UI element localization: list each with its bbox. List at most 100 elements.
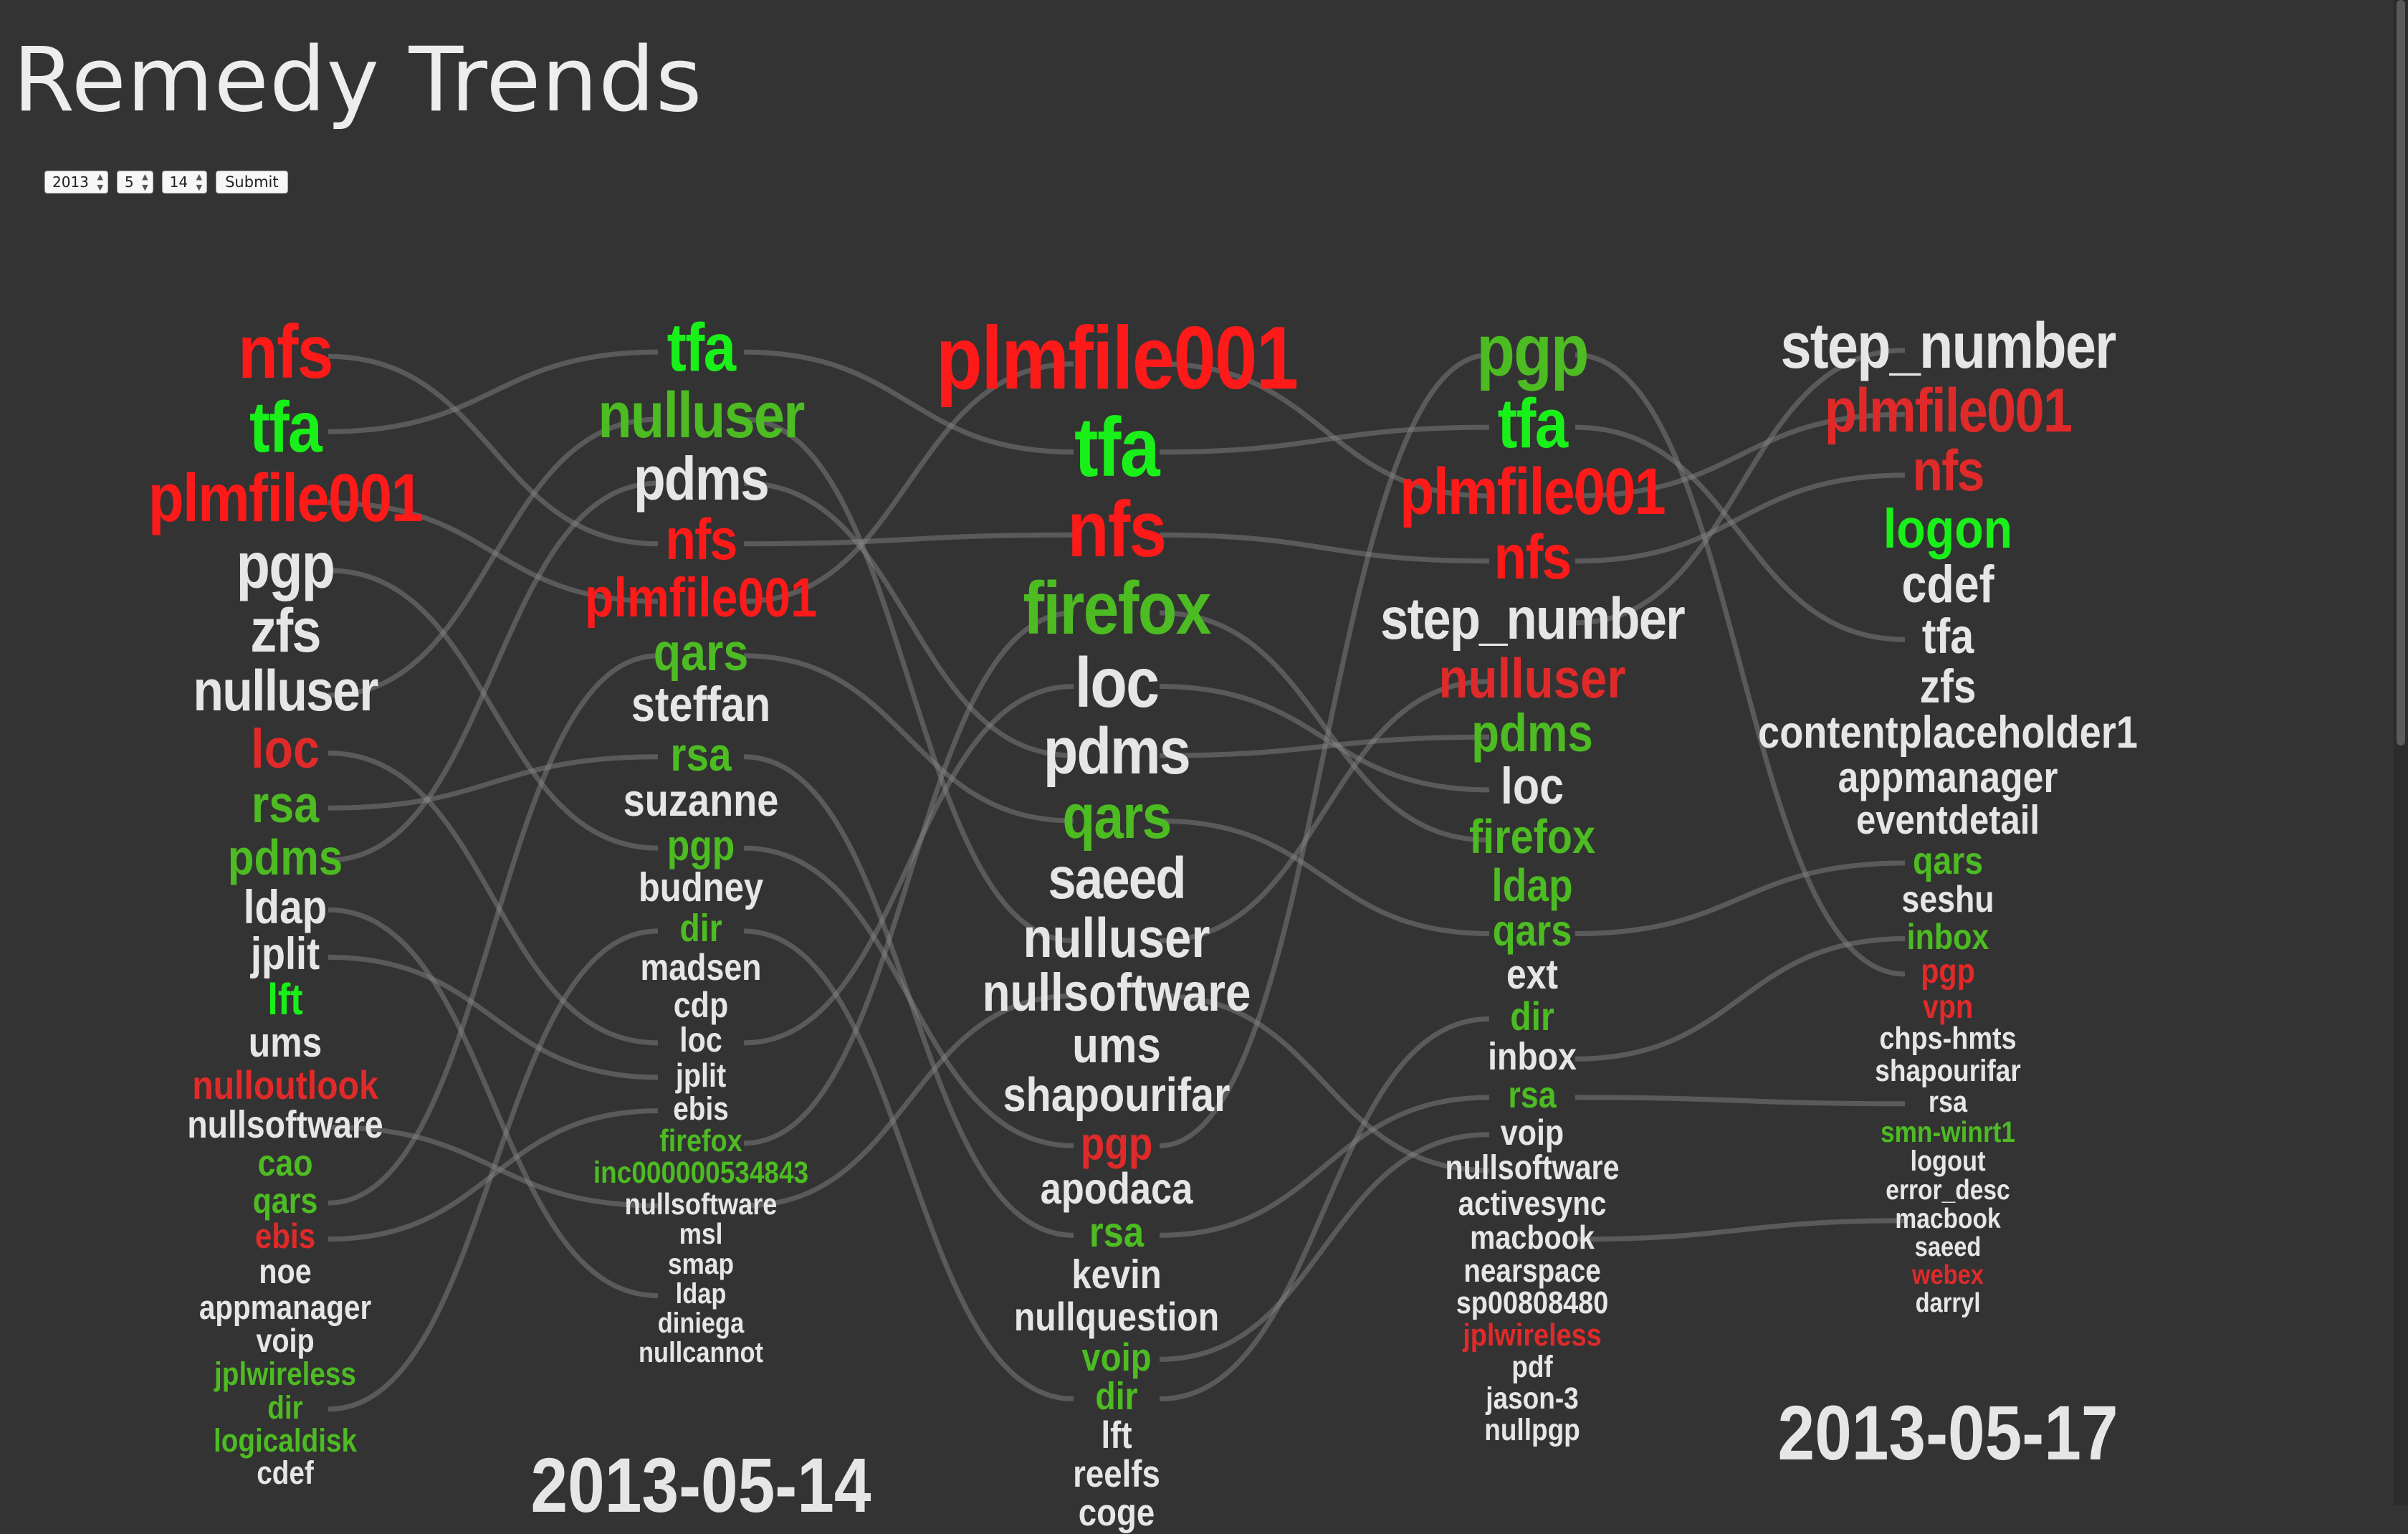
trend-term[interactable]: appmanager [1838, 753, 2058, 802]
trend-term[interactable]: nearspace [1463, 1252, 1601, 1289]
year-select[interactable]: 2013 ▲ ▼ [44, 171, 108, 194]
trend-term[interactable]: pdf [1511, 1349, 1553, 1384]
trend-term[interactable]: rsa [670, 727, 732, 781]
trend-term[interactable]: ldap [1491, 859, 1573, 911]
trend-term[interactable]: nfs [1494, 522, 1572, 592]
trend-term[interactable]: jplwireless [214, 1356, 356, 1393]
trend-term[interactable]: inbox [1906, 916, 1989, 957]
trend-term[interactable]: suzanne [623, 775, 779, 826]
trend-term[interactable]: qars [1492, 906, 1572, 956]
trend-term[interactable]: tfa [1074, 399, 1160, 494]
trend-term[interactable]: rsa [1508, 1074, 1557, 1116]
trend-term[interactable]: ebis [673, 1090, 729, 1128]
trend-term[interactable]: plmfile001 [1400, 455, 1666, 529]
trend-term[interactable]: inc000000534843 [593, 1155, 809, 1190]
trend-term[interactable]: nullquestion [1013, 1293, 1220, 1339]
trend-term[interactable]: cdef [1901, 555, 1994, 614]
trend-term[interactable]: ums [1072, 1017, 1161, 1074]
trend-term[interactable]: step_number [1780, 310, 2116, 382]
trend-term[interactable]: cao [257, 1143, 313, 1185]
trend-term[interactable]: dir [1095, 1375, 1138, 1419]
trend-term[interactable]: plmfile001 [1824, 376, 2073, 446]
trend-term[interactable]: lft [267, 975, 303, 1024]
trend-term[interactable]: eventdetail [1855, 796, 2040, 843]
trend-term[interactable]: nfs [1067, 485, 1167, 574]
trend-term[interactable]: nfs [1912, 439, 1984, 504]
trend-term[interactable]: rsa [1928, 1085, 1968, 1119]
trend-term[interactable]: plmfile001 [148, 460, 424, 537]
trend-term[interactable]: nullsoftware [1445, 1148, 1620, 1187]
trend-term[interactable]: inbox [1488, 1035, 1577, 1079]
trend-term[interactable]: qars [1912, 839, 1984, 882]
trend-term[interactable]: loc [251, 718, 320, 781]
trend-term[interactable]: tfa [249, 386, 322, 467]
submit-button[interactable]: Submit [216, 171, 288, 194]
trend-term[interactable]: plmfile001 [585, 566, 817, 629]
trend-term[interactable]: ums [248, 1019, 322, 1067]
trend-term[interactable]: apodaca [1040, 1163, 1193, 1213]
trend-term[interactable]: pgp [1921, 953, 1975, 991]
trend-term[interactable]: nullsoftware [187, 1103, 383, 1147]
trend-term[interactable]: jplit [250, 928, 320, 979]
trend-term[interactable]: pgp [236, 530, 335, 603]
trend-term[interactable]: macbook [1470, 1219, 1595, 1257]
trend-term[interactable]: pdms [1471, 703, 1593, 763]
trend-term[interactable]: shapourifar [1875, 1053, 2021, 1088]
trend-term[interactable]: smn-winrt1 [1880, 1115, 2016, 1148]
trend-term[interactable]: qars [252, 1180, 318, 1221]
trend-term[interactable]: nfs [238, 310, 333, 394]
trend-term[interactable]: kevin [1071, 1252, 1162, 1298]
trend-term[interactable]: nulluser [193, 659, 378, 724]
trend-term[interactable]: jplwireless [1463, 1317, 1602, 1353]
trend-term[interactable]: nullsoftware [624, 1186, 778, 1221]
trend-term[interactable]: nfs [665, 508, 737, 573]
trend-term[interactable]: activesync [1458, 1184, 1607, 1222]
trend-term[interactable]: voip [1500, 1112, 1564, 1153]
trend-term[interactable]: qars [1062, 782, 1172, 852]
trend-term[interactable]: pgp [1080, 1117, 1153, 1169]
trend-term[interactable]: nulluser [598, 379, 805, 452]
trend-term[interactable]: logout [1910, 1145, 1986, 1178]
trend-term[interactable]: lft [1101, 1414, 1132, 1457]
trend-term[interactable]: noe [259, 1253, 312, 1292]
trend-term[interactable]: step_number [1380, 586, 1686, 652]
trend-term[interactable]: nulluser [1023, 905, 1210, 969]
trend-term[interactable]: saeed [1914, 1232, 1982, 1262]
trend-term[interactable]: contentplaceholder1 [1758, 708, 2138, 758]
trend-term[interactable]: plmfile001 [935, 309, 1299, 408]
trend-term[interactable]: zfs [250, 596, 321, 666]
trend-term[interactable]: jason-3 [1486, 1381, 1579, 1416]
trend-term[interactable]: vpn [1922, 987, 1974, 1025]
trend-term[interactable]: tfa [1497, 384, 1569, 462]
trend-term[interactable]: loc [1074, 642, 1160, 722]
trend-term[interactable]: logicaldisk [213, 1421, 358, 1459]
trend-term[interactable]: budney [638, 864, 764, 911]
trend-term[interactable]: msl [679, 1217, 723, 1251]
trend-term[interactable]: firefox [659, 1123, 742, 1159]
trend-term[interactable]: jplit [675, 1056, 727, 1094]
trend-term[interactable]: smap [667, 1247, 735, 1281]
trend-term[interactable]: error_desc [1886, 1175, 2010, 1206]
trend-term[interactable]: madsen [640, 946, 762, 988]
scrollbar-thumb[interactable] [2397, 0, 2405, 745]
trend-term[interactable]: darryl [1915, 1287, 1981, 1318]
trend-term[interactable]: ext [1506, 951, 1559, 998]
trend-term[interactable]: logon [1883, 498, 2013, 561]
trend-term[interactable]: nullpgp [1484, 1412, 1580, 1447]
trend-term[interactable]: shapourifar [1003, 1068, 1231, 1123]
trend-term[interactable]: pdms [1043, 715, 1191, 789]
trend-term[interactable]: firefox [1023, 566, 1211, 650]
trend-term[interactable]: chps-hmts [1879, 1021, 2017, 1057]
trend-term[interactable]: pdms [633, 445, 770, 514]
trend-term[interactable]: zfs [1919, 659, 1977, 713]
trend-term[interactable]: macbook [1895, 1204, 2001, 1235]
trend-term[interactable]: voip [1081, 1334, 1152, 1379]
trend-term[interactable]: diniega [657, 1307, 745, 1340]
trend-term[interactable]: saeed [1048, 845, 1186, 911]
trend-term[interactable]: nullsoftware [982, 962, 1251, 1022]
trend-term[interactable]: dir [679, 907, 722, 951]
month-select[interactable]: 5 ▲ ▼ [116, 171, 153, 194]
trend-term[interactable]: loc [1500, 758, 1564, 816]
trend-term[interactable]: tfa [1921, 609, 1974, 664]
trend-term[interactable]: qars [653, 624, 749, 682]
